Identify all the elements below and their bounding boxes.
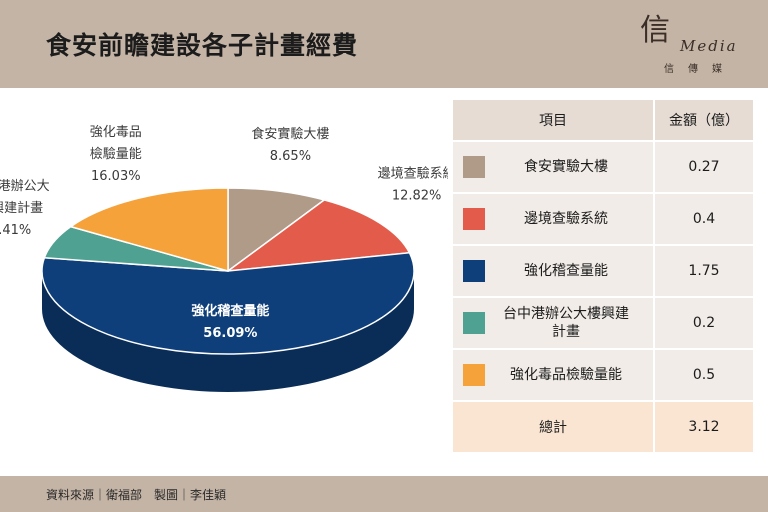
header-item: 項目 [453,100,655,142]
legend-swatch [463,156,485,178]
row-item-name: 食安實驗大樓 [524,159,608,175]
row-item-name: 強化毒品檢驗量能 [510,367,622,383]
legend-swatch [463,260,485,282]
logo-media-text: Media [680,37,738,55]
legend-swatch [463,312,485,334]
table-row: 強化稽查量能 1.75 [453,246,753,298]
row-amount: 0.5 [655,350,753,402]
slice-label: 台中港辦公大 [0,179,50,194]
row-amount: 0.2 [655,298,753,350]
row-item: 強化毒品檢驗量能 [453,350,655,402]
page-title: 食安前瞻建設各子計畫經費 [46,31,359,60]
table-body: 食安實驗大樓 0.27 邊境查驗系統 0.4 強化稽查量能 1.75 台中港辦公大樓興建計畫… [453,142,753,454]
slice-label: 強化稽查量能 [191,303,269,319]
source-credit: 資料來源｜衛福部 製圖｜李佳穎 [46,488,227,502]
table-header-row: 項目 金額（億） [453,100,753,142]
table-row: 台中港辦公大樓興建計畫 0.2 [453,298,753,350]
row-item-name: 邊境查驗系統 [524,211,608,227]
pie-slice [41,251,415,355]
slice-label: 邊境查驗系統 [378,166,448,181]
footer-bar: 資料來源｜衛福部 製圖｜李佳穎 [0,476,768,512]
logo-glyph: 信 [640,13,670,48]
pie-slice [69,187,229,272]
row-amount: 0.27 [655,142,753,194]
slice-percent: 56.09% [203,326,257,341]
budget-table: 項目 金額（億） 食安實驗大樓 0.27 邊境查驗系統 0.4 強化稽查量能 1.75 台中… [453,100,753,454]
table-row: 邊境查驗系統 0.4 [453,194,753,246]
total-label: 總計 [453,402,655,454]
slice-percent: 16.03% [91,169,141,184]
row-item: 台中港辦公大樓興建計畫 [453,298,655,350]
pie-slice-side [42,271,414,392]
row-amount: 0.4 [655,194,753,246]
slice-label: 食安實驗大樓 [251,126,329,142]
slice-percent: 6.41% [0,223,31,238]
pie-slice [225,199,411,273]
table-row: 食安實驗大樓 0.27 [453,142,753,194]
pie-chart: 食安實驗大樓 8.65% 邊境查驗系統 12.82% 強化稽查量能 56.09% 台中港辦公… [0,96,448,466]
slice-percent: 8.65% [270,149,311,164]
pie-slice [227,187,326,273]
logo: 信 Media 信傳媒 [640,14,752,76]
row-item-name: 強化稽查量能 [524,263,608,279]
row-item: 食安實驗大樓 [453,142,655,194]
slice-label: 強化毒品 [90,125,142,140]
row-item-name: 台中港辦公大樓興建計畫 [503,306,629,340]
header-amount: 金額（億） [655,100,753,142]
slice-percent: 12.82% [392,188,442,203]
legend-swatch [463,364,485,386]
row-item: 邊境查驗系統 [453,194,655,246]
total-amount: 3.12 [655,402,753,454]
header-bar: 食安前瞻建設各子計畫經費 信 Media 信傳媒 [0,0,768,88]
row-item: 強化稽查量能 [453,246,655,298]
pie-chart-svg: 食安實驗大樓 8.65% 邊境查驗系統 12.82% 強化稽查量能 56.09% 台中港辦公… [0,125,448,392]
slice-label: 樓興建計畫 [0,200,43,216]
legend-swatch [463,208,485,230]
logo-subtitle: 信傳媒 [664,64,736,75]
row-amount: 1.75 [655,246,753,298]
total-row: 總計 3.12 [453,402,753,454]
slice-label: 檢驗量能 [90,146,142,162]
table-row: 強化毒品檢驗量能 0.5 [453,350,753,402]
